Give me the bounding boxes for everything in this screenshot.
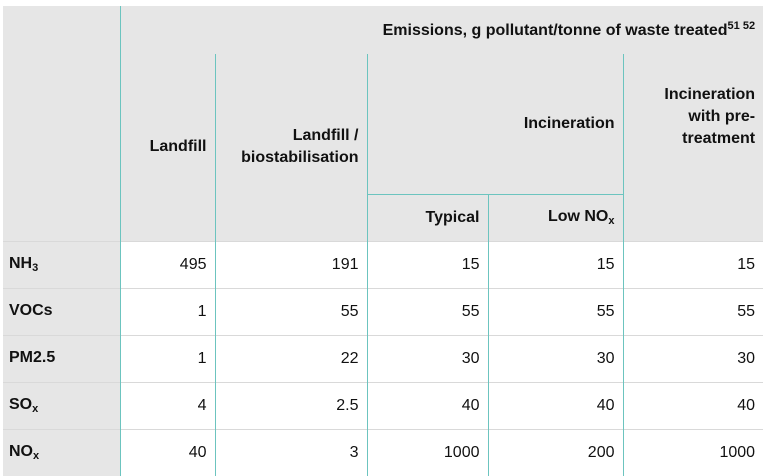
cell-landfill-biostab: 2.5 bbox=[214, 381, 367, 429]
cell-typical: 30 bbox=[366, 334, 488, 382]
row-pollutant: NOx bbox=[3, 428, 120, 476]
col-incin-pre-line2: with pre- bbox=[688, 108, 756, 125]
col-landfill-biostab-line1: Landfill / bbox=[292, 127, 359, 145]
col-landfill-biostab-line2: biostabilisation bbox=[241, 149, 359, 167]
cell-low-nox: 55 bbox=[487, 287, 623, 335]
col-landfill: Landfill bbox=[119, 54, 215, 241]
col-typical: Typical bbox=[366, 194, 488, 241]
cell-typical: 15 bbox=[366, 240, 488, 288]
pollutant-sub: 3 bbox=[32, 262, 39, 274]
pollutant-name: NO bbox=[9, 443, 33, 460]
cell-low-nox: 200 bbox=[487, 428, 623, 476]
cell-low-nox: 40 bbox=[487, 381, 623, 429]
cell-landfill-biostab: 191 bbox=[214, 240, 367, 288]
col-incin-pre-line1: Incineration bbox=[664, 86, 756, 103]
cell-incin-pretreatment: 40 bbox=[622, 381, 764, 429]
col-low-nox-label: Low NO bbox=[547, 208, 609, 225]
cell-incin-pretreatment: 55 bbox=[622, 287, 764, 335]
pollutant-sub: x bbox=[33, 450, 40, 462]
cell-landfill-biostab: 55 bbox=[214, 287, 367, 335]
cell-low-nox: 15 bbox=[487, 240, 623, 288]
cell-landfill: 4 bbox=[119, 381, 215, 429]
cell-landfill-biostab: 3 bbox=[214, 428, 367, 476]
row-pollutant: NH3 bbox=[3, 240, 120, 288]
col-landfill-label: Landfill bbox=[149, 138, 207, 156]
cell-landfill-biostab: 22 bbox=[214, 334, 367, 382]
row-pollutant: SOx bbox=[3, 381, 120, 429]
group-header: Emissions, g pollutant/tonne of waste tr… bbox=[119, 6, 764, 54]
cell-typical: 1000 bbox=[366, 428, 488, 476]
col-incin-pretreatment: Incineration with pre-treatment bbox=[622, 54, 764, 194]
pollutant-name: NH bbox=[9, 255, 33, 272]
table-row: PM2.5 1 22 30 30 30 bbox=[3, 334, 764, 382]
pollutant-name: SO bbox=[9, 396, 33, 413]
cell-incin-pretreatment: 15 bbox=[622, 240, 764, 288]
pollutant-sub: x bbox=[32, 403, 39, 415]
cell-landfill: 1 bbox=[119, 334, 215, 382]
table-row: NH3 495 191 15 15 15 bbox=[3, 240, 764, 288]
table-row: SOx 4 2.5 40 40 40 bbox=[3, 381, 764, 429]
col-incineration-label: Incineration bbox=[523, 114, 615, 132]
cell-landfill: 1 bbox=[119, 287, 215, 335]
table-header: Emissions, g pollutant/tonne of waste tr… bbox=[3, 6, 764, 241]
col-incin-pre-line3: treatment bbox=[682, 130, 756, 147]
cell-incin-pretreatment: 1000 bbox=[622, 428, 764, 476]
table-body: NH3 495 191 15 15 15 VOCs 1 55 55 55 55 … bbox=[3, 240, 764, 476]
table-row: NOx 40 3 1000 200 1000 bbox=[3, 428, 764, 476]
cell-low-nox: 30 bbox=[487, 334, 623, 382]
col-low-nox: Low NOx bbox=[487, 194, 623, 241]
cell-incin-pretreatment: 30 bbox=[622, 334, 764, 382]
col-typical-label: Typical bbox=[425, 208, 480, 226]
emissions-table: Emissions, g pollutant/tonne of waste tr… bbox=[3, 6, 764, 476]
emissions-table-figure: Emissions, g pollutant/tonne of waste tr… bbox=[3, 6, 764, 476]
cell-typical: 40 bbox=[366, 381, 488, 429]
table-row: VOCs 1 55 55 55 55 bbox=[3, 287, 764, 335]
cell-typical: 55 bbox=[366, 287, 488, 335]
cell-landfill: 40 bbox=[119, 428, 215, 476]
pollutant-name: VOCs bbox=[9, 302, 53, 319]
col-incin-pre-spacer bbox=[622, 194, 764, 241]
pollutant-name: PM2.5 bbox=[9, 349, 56, 366]
group-header-label: Emissions, g pollutant/tonne of waste tr… bbox=[382, 22, 728, 39]
cell-landfill: 495 bbox=[119, 240, 215, 288]
row-pollutant: PM2.5 bbox=[3, 334, 120, 382]
row-pollutant: VOCs bbox=[3, 287, 120, 335]
col-landfill-biostab: Landfill / biostabilisation bbox=[214, 54, 367, 241]
corner-cell bbox=[3, 6, 120, 241]
group-header-refs: 51 52 bbox=[727, 20, 756, 32]
col-low-nox-sub: x bbox=[608, 215, 615, 227]
col-incineration: Incineration bbox=[366, 54, 623, 195]
